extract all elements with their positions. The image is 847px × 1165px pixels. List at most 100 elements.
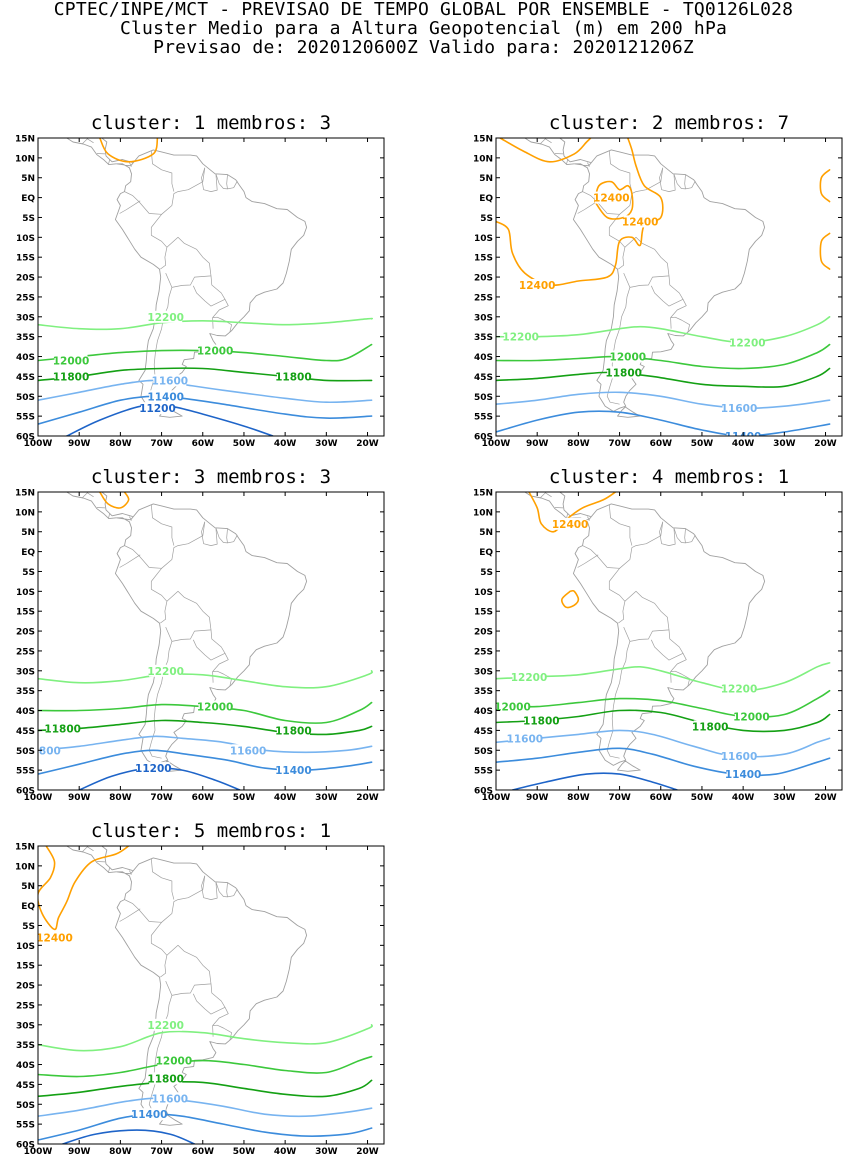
country-border: [566, 160, 567, 165]
country-border: [120, 555, 141, 568]
lon-label: 50W: [233, 1147, 256, 1157]
lat-label: 30S: [16, 313, 35, 323]
lat-label: 30S: [474, 313, 493, 323]
lon-label: 60W: [192, 1147, 215, 1157]
contour-label: 12000: [197, 702, 234, 714]
lon-label: 70W: [150, 1147, 173, 1157]
lat-label: 45S: [16, 1081, 35, 1091]
contour-label: 11800: [147, 1073, 184, 1085]
latitude-axis: 15N10N5NEQ5S10S15S20S25S30S35S40S45S50S5…: [15, 489, 384, 797]
country-border: [151, 859, 174, 900]
lat-label: 5S: [480, 214, 493, 224]
country-border: [540, 493, 552, 498]
contour-line-12400: [820, 170, 829, 202]
lat-label: 5N: [479, 528, 493, 538]
contour-label: 11800: [523, 716, 560, 728]
contour-line-12200: [38, 671, 372, 688]
lat-label: 55S: [16, 413, 35, 423]
lat-label: 5S: [22, 568, 35, 578]
contour-line-12200: [38, 1025, 372, 1051]
country-border: [166, 945, 211, 995]
figure-header: CPTEC/INPE/MCT - PREVISAO DE TEMPO GLOBA…: [0, 0, 847, 57]
contour-label: 11800: [275, 725, 312, 737]
central-america-coastline: [102, 846, 133, 871]
central-america-coastline: [525, 492, 575, 519]
south-america-coastline: [115, 858, 306, 1120]
lat-label: 35S: [16, 333, 35, 343]
lat-label: 55S: [474, 413, 493, 423]
country-border: [149, 522, 205, 569]
contour-label: 11800: [53, 371, 90, 383]
panel-title: cluster: 2 membros: 7: [496, 112, 842, 134]
lat-label: 45S: [474, 727, 493, 737]
country-border: [82, 847, 94, 852]
lat-label: 50S: [474, 393, 493, 403]
lat-label: 45S: [474, 373, 493, 383]
lon-label: 70W: [150, 439, 173, 449]
country-border: [149, 876, 205, 923]
coastline-group: [67, 492, 307, 771]
central-america-coastline: [525, 138, 575, 165]
lon-label: 50W: [233, 439, 256, 449]
country-border: [660, 168, 676, 192]
latitude-axis: 15N10N5NEQ5S10S15S20S25S30S35S40S45S50S5…: [473, 489, 842, 797]
contour-label: 12200: [502, 332, 539, 344]
lat-label: EQ: [479, 194, 493, 204]
lat-label: 50S: [16, 393, 35, 403]
lon-label: 30W: [773, 439, 796, 449]
contour-label: 11600: [507, 733, 544, 745]
lon-label: 100W: [482, 793, 511, 803]
panel-title: cluster: 5 membros: 1: [38, 820, 384, 842]
contour-label: 12000: [610, 352, 647, 364]
contour-label: 11400: [147, 391, 184, 403]
country-border: [202, 522, 218, 546]
header-dates: Previsao de: 2020120600Z Valido para: 20…: [0, 38, 847, 57]
contour-label: 1800: [32, 745, 61, 757]
lat-label: 10S: [474, 588, 493, 598]
country-border: [151, 214, 167, 269]
country-border: [660, 522, 676, 546]
contour-line-11600: [496, 392, 830, 408]
contour-label: 12400: [519, 280, 556, 292]
country-border: [213, 317, 232, 332]
contour-line-12200: [38, 318, 372, 329]
contour-line-11600: [496, 730, 830, 756]
lon-label: 30W: [315, 439, 338, 449]
lat-label: EQ: [479, 548, 493, 558]
lat-label: 55S: [474, 767, 493, 777]
contour-label: 11600: [152, 1093, 189, 1105]
lat-label: 20S: [16, 982, 35, 992]
lat-label: 40S: [474, 353, 493, 363]
coastline-group: [525, 492, 765, 771]
lon-label: 20W: [814, 439, 837, 449]
contour-line-11400: [38, 396, 372, 424]
lat-label: 25S: [16, 647, 35, 657]
contour-label: 11600: [152, 375, 189, 387]
country-border: [607, 287, 630, 404]
lon-label: 20W: [356, 1147, 379, 1157]
lon-label: 30W: [315, 1147, 338, 1157]
country-border: [166, 591, 211, 641]
lat-label: 30S: [16, 667, 35, 677]
lon-label: 70W: [150, 793, 173, 803]
lat-label: 50S: [474, 747, 493, 757]
lat-label: 35S: [16, 1041, 35, 1051]
country-border: [213, 299, 229, 328]
lon-label: 20W: [356, 793, 379, 803]
lon-label: 30W: [773, 793, 796, 803]
lat-label: 15N: [473, 135, 493, 145]
country-border: [151, 922, 167, 977]
lon-label: 40W: [732, 793, 755, 803]
lat-label: 35S: [474, 687, 493, 697]
lat-label: 50S: [16, 1101, 35, 1111]
central-america-coastline: [67, 846, 117, 873]
lat-label: 15N: [15, 135, 35, 145]
lon-label: 20W: [356, 439, 379, 449]
